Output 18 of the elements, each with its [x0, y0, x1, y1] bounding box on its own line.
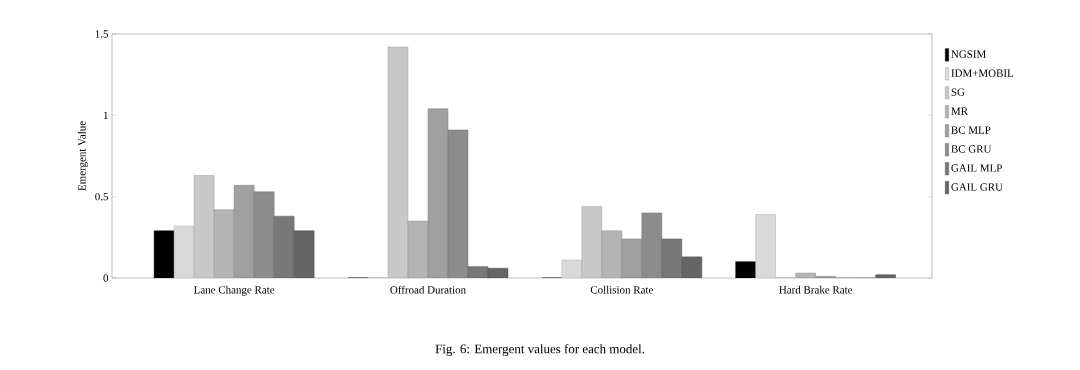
legend-label: BC MLP: [951, 126, 991, 134]
y-tick-label: 1.5: [95, 30, 109, 38]
x-tick-label: Lane Change Rate: [193, 285, 275, 296]
y-tick-label: 0.5: [95, 192, 109, 201]
x-tick-label: Hard Brake Rate: [779, 285, 853, 294]
legend-label: GAIL MLP: [951, 164, 1002, 172]
legend-label: MR: [951, 107, 968, 115]
y-axis-title: Emergent Value: [77, 121, 88, 191]
legend-label: IDM+MOBIL: [951, 69, 1014, 77]
legend-label: BC GRU: [951, 145, 992, 153]
y-tick-label: 0: [103, 274, 109, 282]
x-tick-label: Offroad Duration: [390, 285, 466, 294]
y-tick-label: 1: [103, 111, 108, 119]
legend-label: SG: [951, 88, 965, 96]
caption: Fig. 6: Emergent values for each model.: [435, 344, 645, 356]
x-tick-label: Collision Rate: [590, 285, 653, 294]
legend-label: GAIL GRU: [951, 183, 1003, 191]
legend-label: NGSIM: [951, 50, 986, 58]
